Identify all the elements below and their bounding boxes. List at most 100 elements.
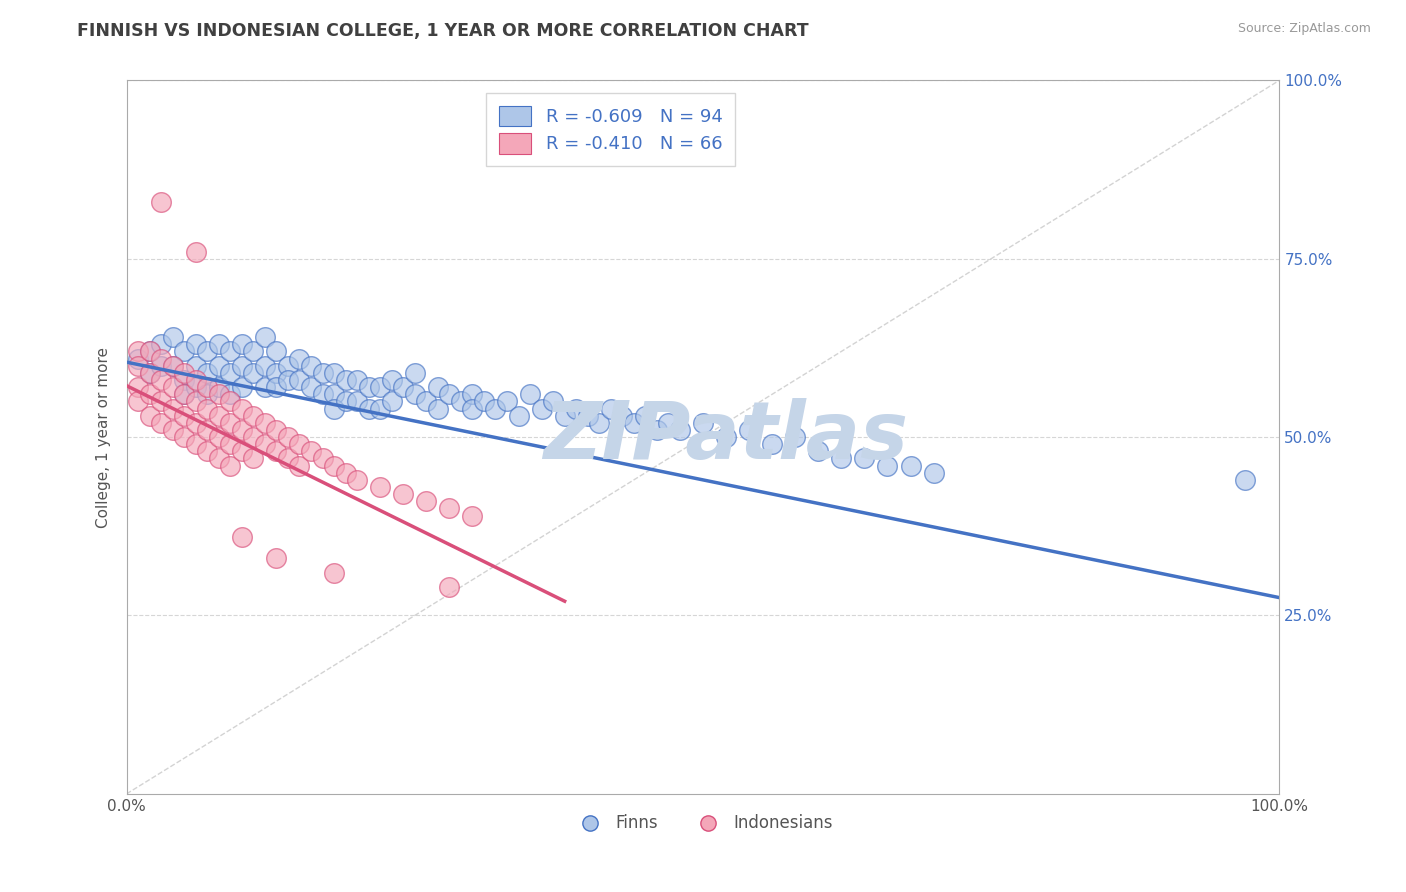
Point (208, 337, 231, 351)
Point (266, 551, 288, 566)
Point (231, 380, 253, 394)
Point (231, 401, 253, 416)
Point (162, 330, 184, 344)
Point (195, 366, 218, 380)
Point (219, 394, 242, 409)
Point (231, 423, 253, 437)
Point (785, 430, 807, 444)
Point (195, 344, 218, 359)
Point (150, 416, 173, 430)
Point (277, 430, 299, 444)
Point (565, 401, 588, 416)
Point (266, 423, 288, 437)
Point (195, 380, 218, 394)
Point (415, 394, 437, 409)
Point (368, 380, 391, 394)
Point (138, 409, 160, 423)
Point (253, 416, 276, 430)
Point (530, 401, 553, 416)
Point (404, 387, 426, 401)
Point (738, 423, 761, 437)
Point (127, 351, 149, 366)
Point (508, 409, 530, 423)
Point (127, 344, 149, 359)
Text: ZIPatlas: ZIPatlas (544, 398, 908, 476)
Point (184, 380, 207, 394)
Point (219, 366, 242, 380)
Point (253, 359, 276, 373)
Legend: Finns, Indonesians: Finns, Indonesians (567, 808, 839, 839)
Point (195, 387, 218, 401)
Point (208, 387, 231, 401)
Point (439, 580, 461, 594)
Point (288, 458, 311, 473)
Point (323, 566, 346, 580)
Point (461, 508, 484, 523)
Point (173, 366, 195, 380)
Point (323, 366, 346, 380)
Point (162, 359, 184, 373)
Point (299, 380, 322, 394)
Point (242, 451, 264, 466)
Point (692, 416, 714, 430)
Point (138, 387, 160, 401)
Point (242, 430, 264, 444)
Text: FINNISH VS INDONESIAN COLLEGE, 1 YEAR OR MORE CORRELATION CHART: FINNISH VS INDONESIAN COLLEGE, 1 YEAR OR… (77, 22, 808, 40)
Point (184, 244, 207, 259)
Point (150, 194, 173, 209)
Point (368, 480, 391, 494)
Point (346, 394, 368, 409)
Point (208, 430, 231, 444)
Point (346, 373, 368, 387)
Point (335, 373, 357, 387)
Point (657, 416, 679, 430)
Point (612, 409, 634, 423)
Point (357, 380, 380, 394)
Point (634, 409, 657, 423)
Point (266, 444, 288, 458)
Point (150, 394, 173, 409)
Point (184, 359, 207, 373)
Point (242, 409, 264, 423)
Point (184, 416, 207, 430)
Point (195, 401, 218, 416)
Point (162, 401, 184, 416)
Point (277, 451, 299, 466)
Point (714, 430, 737, 444)
Point (231, 359, 253, 373)
Point (127, 394, 149, 409)
Point (127, 359, 149, 373)
Point (426, 380, 449, 394)
Point (173, 430, 195, 444)
Point (138, 344, 160, 359)
Point (335, 466, 357, 480)
Point (381, 373, 404, 387)
Point (853, 451, 876, 466)
Point (381, 394, 404, 409)
Point (242, 344, 264, 359)
Point (876, 458, 898, 473)
Point (219, 416, 242, 430)
Point (138, 366, 160, 380)
Point (184, 437, 207, 451)
Point (900, 458, 922, 473)
Point (311, 387, 333, 401)
Point (368, 401, 391, 416)
Point (669, 423, 692, 437)
Point (761, 437, 783, 451)
Point (173, 344, 195, 359)
Point (208, 380, 231, 394)
Point (299, 444, 322, 458)
Point (472, 394, 495, 409)
Point (288, 437, 311, 451)
Point (266, 344, 288, 359)
Point (426, 401, 449, 416)
Point (496, 394, 519, 409)
Point (346, 473, 368, 487)
Point (253, 330, 276, 344)
Point (195, 444, 218, 458)
Point (335, 394, 357, 409)
Point (541, 394, 564, 409)
Point (576, 409, 599, 423)
Point (208, 359, 231, 373)
